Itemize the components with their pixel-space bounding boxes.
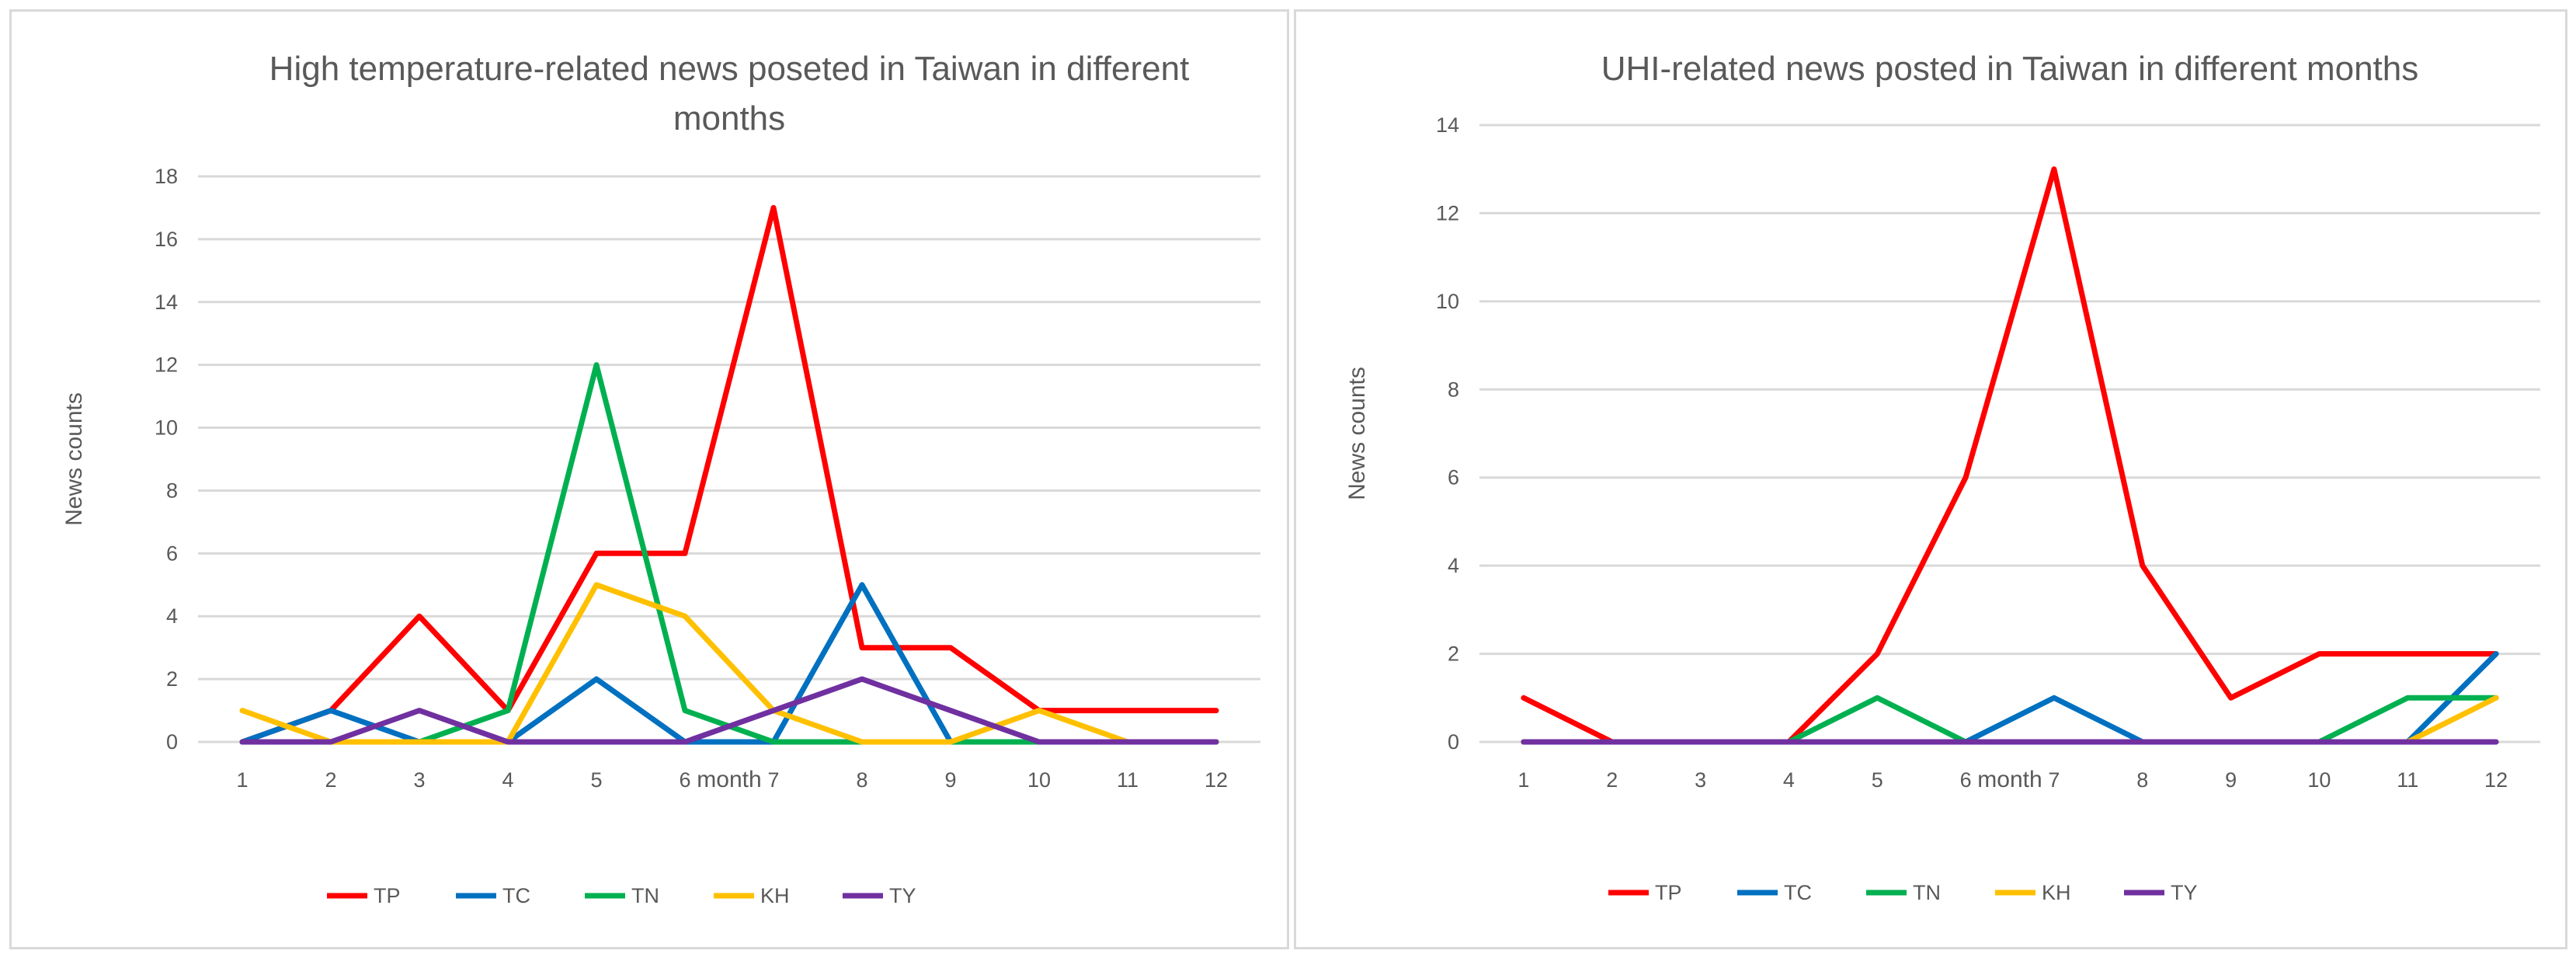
y-tick-label: 10 (155, 416, 178, 440)
x-tick-label: 2 (325, 768, 336, 792)
chart-uhi: UHI-related news posted in Taiwan in dif… (1344, 50, 2540, 904)
y-tick-label: 0 (166, 730, 178, 754)
y-tick-label: 2 (1448, 642, 1459, 666)
x-tick-label: 10 (2307, 768, 2331, 792)
y-tick-label: 8 (1448, 378, 1459, 401)
legend-label: TY (889, 884, 916, 907)
x-axis-title: month (1977, 767, 2042, 792)
y-axis-title: News counts (61, 392, 87, 526)
legend-label: TP (374, 884, 401, 907)
x-tick-label: 4 (1783, 768, 1795, 792)
y-tick-label: 16 (155, 228, 178, 251)
y-tick-label: 6 (1448, 466, 1459, 489)
x-tick-label: 5 (590, 768, 602, 792)
legend-label: TC (502, 884, 530, 907)
y-tick-label: 0 (1448, 730, 1459, 754)
legend-label: TY (2171, 881, 2198, 904)
y-tick-label: 8 (166, 479, 178, 502)
x-tick-label: 2 (1606, 768, 1618, 792)
chart-high-temperature: High temperature-related news poseted in… (61, 50, 1260, 907)
chart-title-line: months (673, 99, 785, 138)
chart-title-line: High temperature-related news poseted in… (269, 50, 1190, 88)
x-tick-label: 3 (1695, 768, 1706, 792)
y-tick-label: 14 (155, 291, 178, 314)
y-tick-label: 14 (1436, 113, 1459, 137)
series-line-tp (1521, 166, 2499, 745)
y-tick-label: 12 (155, 353, 178, 377)
series-line-ty (239, 676, 1219, 745)
legend-label: TP (1655, 881, 1682, 904)
x-tick-label: 11 (1117, 768, 1139, 792)
x-tick-label: 5 (1872, 768, 1883, 792)
x-tick-label: 7 (2048, 768, 2060, 792)
x-tick-label: 12 (2484, 768, 2508, 792)
legend-label: TN (631, 884, 659, 907)
x-axis-title: month (697, 767, 761, 792)
y-tick-label: 12 (1436, 201, 1459, 225)
x-tick-label: 1 (236, 768, 248, 792)
y-tick-label: 2 (166, 667, 178, 691)
x-tick-label: 10 (1027, 768, 1051, 792)
chart-title-line: UHI-related news posted in Taiwan in dif… (1601, 50, 2419, 88)
series-line-tp (239, 204, 1219, 745)
y-tick-label: 18 (155, 165, 178, 188)
legend-label: TN (1913, 881, 1941, 904)
chart-panel-uhi: UHI-related news posted in Taiwan in dif… (1294, 9, 2567, 949)
y-tick-label: 4 (1448, 554, 1459, 577)
x-tick-label: 4 (502, 768, 513, 792)
y-tick-label: 10 (1436, 290, 1459, 313)
y-tick-label: 4 (166, 604, 178, 628)
x-tick-label: 9 (944, 768, 956, 792)
x-tick-label: 6 (1960, 768, 1972, 792)
x-tick-label: 12 (1205, 768, 1228, 792)
chart-panel-high-temperature: High temperature-related news poseted in… (9, 9, 1289, 949)
x-tick-label: 8 (856, 768, 867, 792)
x-tick-label: 6 (679, 768, 690, 792)
x-tick-label: 11 (2397, 768, 2418, 792)
x-tick-label: 1 (1517, 768, 1529, 792)
y-tick-label: 6 (166, 541, 178, 565)
x-tick-label: 8 (2136, 768, 2148, 792)
y-axis-title: News counts (1344, 367, 1370, 500)
x-tick-label: 3 (413, 768, 425, 792)
legend-label: KH (2042, 881, 2071, 904)
x-tick-label: 9 (2225, 768, 2237, 792)
legend-label: TC (1784, 881, 1812, 904)
series-line-kh (239, 582, 1219, 745)
x-tick-label: 7 (767, 768, 779, 792)
legend-label: KH (760, 884, 790, 907)
